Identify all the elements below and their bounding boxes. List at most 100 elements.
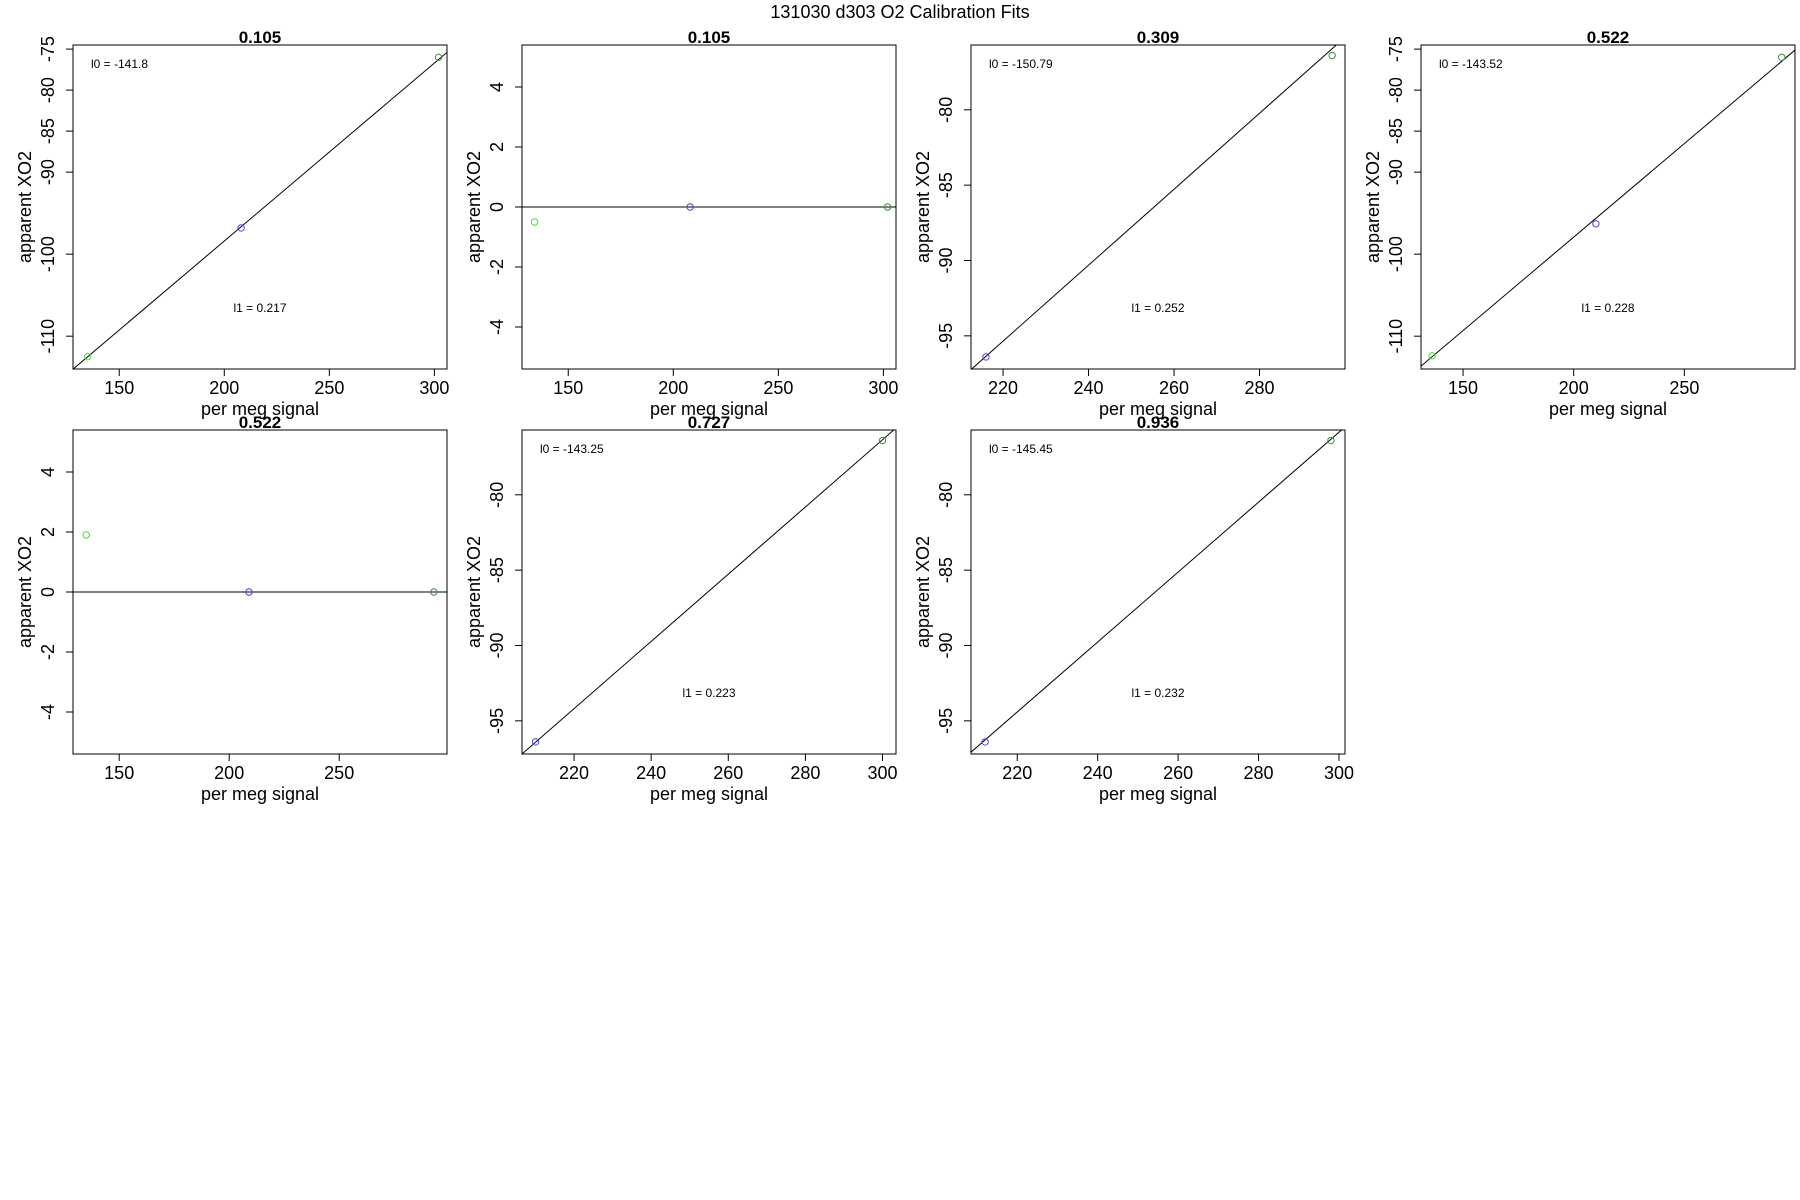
x-tick-label: 200 bbox=[1559, 378, 1589, 398]
x-tick-label: 200 bbox=[209, 378, 239, 398]
y-tick-label: -90 bbox=[936, 632, 956, 658]
panel-title: 0.727 bbox=[688, 413, 731, 432]
y-axis-label: apparent XO2 bbox=[15, 151, 35, 263]
slope-annotation: l1 = 0.252 bbox=[1131, 301, 1184, 315]
data-point bbox=[981, 738, 989, 746]
y-tick-label: -85 bbox=[487, 557, 507, 583]
x-tick-label: 300 bbox=[419, 378, 449, 398]
fit-line bbox=[971, 45, 1338, 369]
fit-line bbox=[1421, 49, 1795, 367]
y-tick-label: -80 bbox=[936, 97, 956, 123]
data-point bbox=[1327, 436, 1335, 445]
calibration-panel: 0.105 150 200 250 300 -110 -100 -90 -85 -80 -75 per… bbox=[15, 28, 449, 419]
x-axis-label: per meg signal bbox=[201, 399, 319, 419]
y-tick-label: -100 bbox=[38, 236, 58, 272]
y-tick-label: -75 bbox=[38, 36, 58, 62]
x-tick-label: 150 bbox=[553, 378, 583, 398]
y-tick-label: -80 bbox=[38, 77, 58, 103]
data-point bbox=[883, 203, 892, 211]
intercept-annotation: l0 = -150.79 bbox=[989, 57, 1053, 71]
data-point bbox=[434, 53, 443, 62]
y-axis-label: apparent XO2 bbox=[15, 536, 35, 648]
intercept-annotation: l0 = -145.45 bbox=[989, 442, 1053, 456]
x-tick-label: 240 bbox=[1074, 378, 1104, 398]
x-tick-label: 260 bbox=[1159, 378, 1189, 398]
y-tick-label: -4 bbox=[38, 704, 58, 720]
x-tick-label: 150 bbox=[104, 763, 134, 783]
x-tick-label: 220 bbox=[988, 378, 1018, 398]
x-tick-label: 280 bbox=[1244, 378, 1274, 398]
x-tick-label: 250 bbox=[324, 763, 354, 783]
figure-title: 131030 d303 O2 Calibration Fits bbox=[770, 2, 1029, 22]
y-tick-label: -90 bbox=[487, 632, 507, 658]
data-point bbox=[530, 218, 539, 226]
panel-title: 0.936 bbox=[1137, 413, 1180, 432]
x-tick-label: 220 bbox=[1002, 763, 1032, 783]
y-axis-label: apparent XO2 bbox=[464, 536, 484, 648]
data-point bbox=[430, 588, 438, 596]
x-tick-label: 150 bbox=[104, 378, 134, 398]
panel-title: 0.522 bbox=[239, 413, 282, 432]
y-tick-label: -90 bbox=[1386, 159, 1406, 185]
x-tick-label: 300 bbox=[867, 763, 897, 783]
data-point bbox=[84, 352, 92, 361]
y-tick-label: 2 bbox=[487, 142, 507, 152]
slope-annotation: l1 = 0.228 bbox=[1581, 301, 1634, 315]
x-tick-label: 300 bbox=[868, 378, 898, 398]
fit-line bbox=[971, 430, 1343, 753]
y-tick-label: 0 bbox=[487, 202, 507, 212]
calibration-panel: 0.936 220 240 260 280 300 -95 -90 -85 -80 per meg … bbox=[913, 413, 1354, 804]
y-tick-label: -2 bbox=[38, 644, 58, 660]
intercept-annotation: l0 = -143.52 bbox=[1439, 57, 1503, 71]
plot-frame bbox=[970, 429, 1346, 755]
y-tick-label: -100 bbox=[1386, 236, 1406, 272]
y-tick-label: -110 bbox=[38, 319, 58, 354]
panel-title: 0.522 bbox=[1587, 28, 1630, 47]
y-tick-label: 0 bbox=[38, 587, 58, 597]
intercept-annotation: l0 = -143.25 bbox=[540, 442, 604, 456]
y-tick-label: -80 bbox=[487, 482, 507, 508]
y-tick-label: 2 bbox=[38, 527, 58, 537]
calibration-panel: 0.105 150 200 250 300 -4 -2 0 2 4 per meg signal ap… bbox=[464, 28, 898, 419]
data-point bbox=[245, 588, 253, 596]
x-axis-label: per meg signal bbox=[1099, 784, 1217, 804]
panel-title: 0.105 bbox=[688, 28, 731, 47]
x-tick-label: 250 bbox=[314, 378, 344, 398]
x-tick-label: 250 bbox=[1669, 378, 1699, 398]
y-tick-label: 4 bbox=[487, 82, 507, 92]
x-tick-label: 200 bbox=[658, 378, 688, 398]
intercept-annotation: l0 = -141.8 bbox=[91, 57, 148, 71]
calibration-panel: 0.522 150 200 250 -4 -2 0 2 4 per meg signal appar… bbox=[15, 413, 448, 804]
slope-annotation: l1 = 0.217 bbox=[233, 301, 286, 315]
data-point bbox=[686, 203, 694, 211]
y-tick-label: -85 bbox=[936, 172, 956, 198]
y-tick-label: -90 bbox=[38, 159, 58, 185]
y-axis-label: apparent XO2 bbox=[913, 536, 933, 648]
y-tick-label: -110 bbox=[1386, 319, 1406, 354]
plot-frame bbox=[72, 44, 448, 370]
panel-title: 0.105 bbox=[239, 28, 282, 47]
data-point bbox=[237, 224, 245, 232]
calibration-panel: 0.522 150 200 250 -110 -100 -90 -85 -80 -75 per me… bbox=[1363, 28, 1796, 419]
data-point bbox=[1592, 220, 1600, 228]
data-point bbox=[1428, 352, 1436, 360]
y-tick-label: -4 bbox=[487, 319, 507, 335]
y-axis-label: apparent XO2 bbox=[1363, 151, 1383, 263]
y-tick-label: -95 bbox=[487, 708, 507, 734]
y-tick-label: -85 bbox=[936, 557, 956, 583]
y-tick-label: -85 bbox=[38, 118, 58, 144]
plot-frame bbox=[970, 44, 1346, 370]
x-tick-label: 280 bbox=[790, 763, 820, 783]
y-tick-label: -2 bbox=[487, 259, 507, 275]
y-tick-label: 4 bbox=[38, 467, 58, 477]
fit-line bbox=[73, 51, 447, 369]
x-axis-label: per meg signal bbox=[1549, 399, 1667, 419]
data-point bbox=[878, 436, 887, 445]
y-axis-label: apparent XO2 bbox=[913, 151, 933, 263]
x-tick-label: 260 bbox=[1163, 763, 1193, 783]
x-axis-label: per meg signal bbox=[650, 399, 768, 419]
calibration-panel: 0.727 220 240 260 280 300 -95 -90 -85 -80 per meg … bbox=[464, 413, 898, 804]
x-tick-label: 240 bbox=[636, 763, 666, 783]
x-tick-label: 250 bbox=[763, 378, 793, 398]
